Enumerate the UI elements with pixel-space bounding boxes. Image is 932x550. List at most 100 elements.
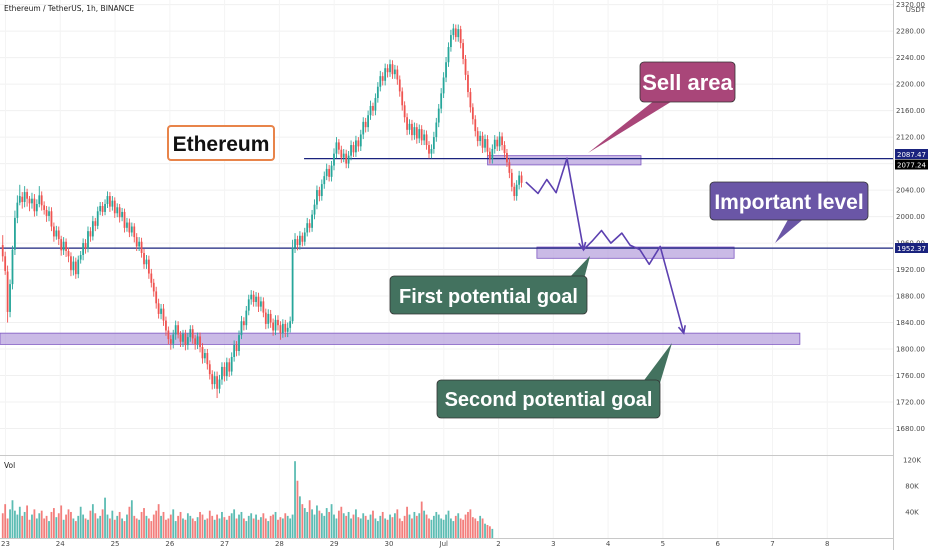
volume-bar (43, 518, 46, 538)
candle-body (423, 134, 426, 141)
arrow-head (578, 241, 587, 252)
candle-body (14, 217, 16, 250)
candle-body (252, 294, 255, 303)
symbol-title: Ethereum / TetherUS, 1h, BINANCE (4, 4, 135, 13)
candle-body (391, 64, 394, 75)
candle-body (284, 323, 287, 332)
ethereum-label-box (167, 125, 275, 161)
candle-body (133, 226, 136, 238)
candle-body (471, 107, 474, 120)
second-goal-callout: Second potential goal (436, 343, 672, 419)
candle-body (432, 137, 435, 150)
candle-body (303, 232, 306, 242)
volume-bar (206, 518, 209, 538)
candle-body (213, 376, 216, 385)
volume-bar (106, 514, 109, 538)
volume-bar (167, 518, 170, 538)
candle-body (316, 190, 318, 205)
candle-body (311, 214, 313, 228)
volume-bar (109, 518, 111, 538)
volume-bar (121, 518, 123, 538)
candle-body (442, 77, 445, 94)
candle-body (347, 155, 350, 164)
volume-bar (323, 515, 326, 538)
price-badge-lower-bg (895, 243, 928, 253)
y-tick-label: 2240.00 (896, 54, 925, 62)
volume-bar (28, 519, 31, 538)
x-tick-label: 7 (770, 540, 774, 548)
volume-bar (389, 514, 391, 538)
x-tick-label: 5 (661, 540, 665, 548)
candle-body (488, 151, 491, 159)
candle-body (4, 256, 7, 271)
first-goal-box (389, 275, 588, 315)
volume-bar (218, 518, 221, 538)
projected-path-line (525, 157, 685, 334)
price-badge-lower: 1952.37 (897, 245, 926, 253)
volume-bar (471, 517, 474, 538)
candle-body (462, 43, 464, 59)
volume-bar (174, 521, 177, 538)
volume-bar (267, 521, 270, 538)
candle-body (91, 221, 94, 237)
volume-bar (352, 514, 355, 538)
candle-body (496, 139, 499, 147)
volume-bar (454, 515, 457, 538)
y-tick-label: 1720.00 (896, 399, 925, 407)
volume-bar (6, 518, 9, 538)
candle-body (65, 241, 67, 252)
volume-bar (72, 518, 75, 538)
volume-bar (355, 509, 357, 538)
y-tick-label: 2200.00 (896, 81, 925, 89)
volume-bar (296, 480, 299, 538)
volume-bar (384, 518, 387, 538)
candle-body (367, 115, 370, 128)
candle-body (430, 149, 433, 154)
candle-body (281, 323, 284, 334)
x-tick-label: 2 (496, 540, 500, 548)
candle-body (179, 334, 182, 342)
candle-body (484, 139, 486, 148)
candle-body (111, 200, 114, 207)
volume-bar (194, 521, 197, 538)
volume-bar (274, 511, 277, 538)
volume-bar (488, 526, 491, 538)
volume-bar (70, 511, 72, 538)
volume-bar (101, 509, 104, 538)
candle-body (67, 251, 70, 257)
volume-bar (252, 518, 255, 538)
candle-body (328, 168, 331, 177)
candle-body (1, 245, 4, 257)
volume-bars (1, 461, 494, 538)
candle-body (23, 192, 26, 203)
volume-bar (126, 514, 128, 538)
volume-bar (381, 511, 384, 538)
volume-axis-ticks: 120K 80K 40K (903, 456, 921, 516)
candle-body (301, 235, 304, 242)
volume-bar (372, 510, 374, 538)
candle-body (337, 142, 340, 150)
volume-bar (432, 515, 435, 538)
y-tick-label: 2000.00 (896, 213, 925, 221)
candle-body (464, 58, 467, 75)
volume-bar (313, 514, 316, 538)
candle-body (208, 364, 211, 375)
candle-body (493, 139, 496, 150)
y-tick-label: 1840.00 (896, 319, 925, 327)
volume-bar (408, 514, 411, 538)
candle-body (140, 241, 143, 253)
y-tick-label: 2120.00 (896, 134, 925, 142)
volume-bar (367, 519, 370, 538)
candle-body (260, 301, 262, 307)
candle-body (318, 190, 321, 197)
volume-bar (225, 519, 228, 538)
x-tick-label: 4 (606, 540, 611, 548)
volume-bar (204, 519, 206, 538)
volume-bar (186, 513, 189, 538)
volume-bar (147, 518, 150, 538)
volume-bar (316, 505, 318, 538)
candle-body (145, 259, 148, 265)
volume-bar (31, 514, 33, 538)
candle-body (28, 198, 31, 204)
